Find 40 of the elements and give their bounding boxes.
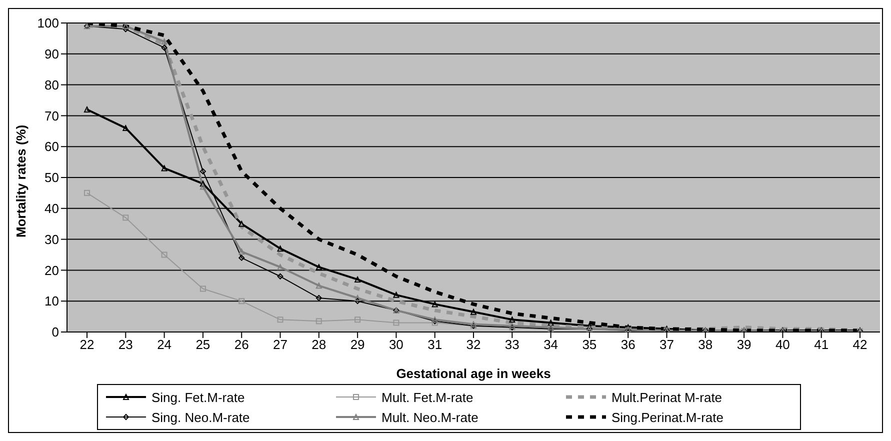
y-tick-label: 10 bbox=[44, 294, 59, 309]
x-tick-label: 27 bbox=[273, 337, 288, 352]
y-tick-label: 30 bbox=[44, 232, 59, 247]
legend-label: Sing. Fet.M-rate bbox=[152, 390, 245, 404]
x-tick-label: 26 bbox=[234, 337, 249, 352]
y-tick-label: 60 bbox=[44, 139, 59, 154]
x-tick-label: 32 bbox=[466, 337, 481, 352]
x-tick-label: 30 bbox=[388, 337, 404, 352]
legend-label: Mult. Neo.M-rate bbox=[382, 410, 478, 424]
x-tick-label: 42 bbox=[852, 337, 868, 352]
y-tick-label: 40 bbox=[44, 201, 59, 216]
y-tick-label: 90 bbox=[44, 46, 59, 62]
legend-label: Sing. Neo.M-rate bbox=[152, 410, 250, 424]
x-tick-label: 29 bbox=[350, 337, 365, 352]
x-tick-label: 37 bbox=[660, 337, 674, 352]
y-axis-title: Mortality rates (%) bbox=[14, 124, 29, 238]
y-tick-label: 50 bbox=[44, 170, 59, 186]
y-tick-label: 0 bbox=[52, 324, 59, 340]
x-tick-label: 34 bbox=[544, 337, 558, 352]
x-tick-label: 25 bbox=[196, 337, 210, 352]
x-tick-label: 39 bbox=[736, 337, 752, 352]
x-tick-label: 35 bbox=[582, 337, 597, 352]
y-tick-label: 100 bbox=[37, 16, 59, 31]
x-tick-label: 36 bbox=[620, 337, 636, 352]
x-tick-label: 31 bbox=[428, 337, 442, 352]
x-axis-title: Gestational age in weeks bbox=[396, 366, 551, 381]
x-tick-label: 40 bbox=[775, 337, 790, 352]
legend-label: Sing.Perinat.M-rate bbox=[612, 410, 724, 424]
x-tick-label: 33 bbox=[504, 337, 520, 352]
x-tick-label: 28 bbox=[312, 337, 326, 352]
legend-label: Mult. Fet.M-rate bbox=[382, 390, 474, 404]
x-tick-label: 41 bbox=[814, 337, 829, 352]
x-tick-label: 38 bbox=[698, 337, 713, 352]
x-tick-label: 22 bbox=[80, 337, 94, 352]
legend-label: Mult.Perinat M-rate bbox=[612, 390, 722, 404]
y-tick-label: 70 bbox=[44, 108, 59, 124]
y-tick-label: 20 bbox=[44, 262, 59, 278]
x-tick-label: 24 bbox=[157, 337, 172, 352]
x-tick-label: 23 bbox=[118, 337, 133, 352]
y-tick-label: 80 bbox=[44, 77, 59, 92]
